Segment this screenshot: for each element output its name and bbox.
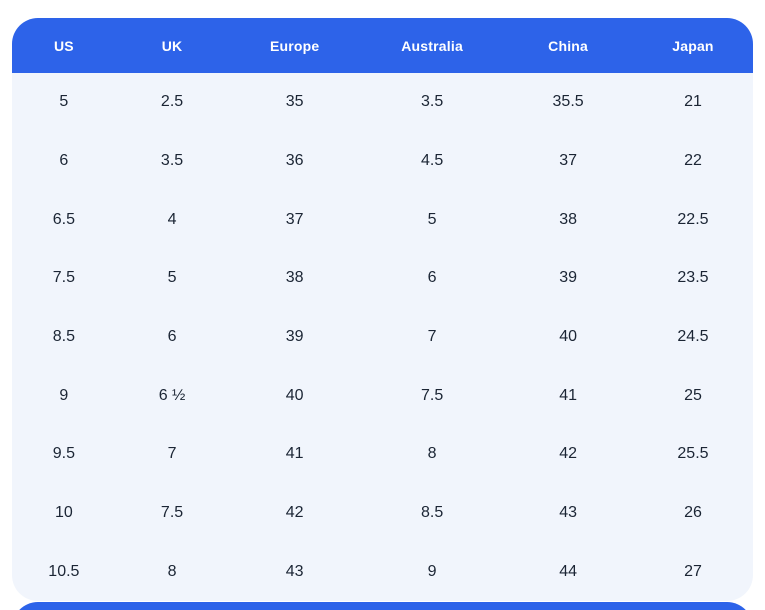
table-cell-japan: 25.5 [632, 425, 753, 484]
table-cell-uk: 6 [115, 307, 229, 367]
table-cell-china: 38 [503, 190, 633, 250]
table-row: 6 3.5 36 4.5 37 22 [12, 131, 753, 191]
table-cell-europe: 38 [228, 249, 361, 308]
column-header-australia: Australia [360, 18, 504, 73]
table-cell-japan: 22 [632, 131, 753, 191]
table-cell-uk: 5 [115, 249, 229, 308]
table-cell-japan: 25 [632, 366, 753, 426]
table-cell-japan: 27 [632, 542, 753, 602]
table-cell-australia: 7.5 [360, 366, 504, 426]
table-cell-europe: 40 [228, 366, 361, 426]
column-header-uk: UK [115, 18, 229, 73]
table-cell-us: 6.5 [12, 190, 116, 250]
table-row: 7.5 5 38 6 39 23.5 [12, 249, 753, 308]
table-cell-europe: 41 [228, 425, 361, 484]
next-section-header-bar [12, 602, 753, 610]
table-cell-australia: 8.5 [360, 483, 504, 543]
table-cell-japan: 21 [632, 73, 753, 132]
table-cell-europe: 39 [228, 307, 361, 367]
table-cell-europe: 37 [228, 190, 361, 250]
table-cell-china: 39 [503, 249, 633, 308]
table-cell-uk: 3.5 [115, 131, 229, 191]
table-cell-europe: 35 [228, 73, 361, 132]
table-row: 5 2.5 35 3.5 35.5 21 [12, 73, 753, 132]
table-cell-japan: 26 [632, 483, 753, 543]
table-cell-australia: 6 [360, 249, 504, 308]
table-cell-china: 35.5 [503, 73, 633, 132]
column-header-china: China [503, 18, 633, 73]
table-cell-us: 5 [12, 73, 116, 132]
table-cell-us: 10.5 [12, 542, 116, 602]
table-cell-australia: 4.5 [360, 131, 504, 191]
table-cell-australia: 3.5 [360, 73, 504, 132]
table-cell-china: 42 [503, 425, 633, 484]
table-cell-japan: 23.5 [632, 249, 753, 308]
column-header-europe: Europe [228, 18, 361, 73]
table-cell-us: 10 [12, 483, 116, 543]
table-cell-uk: 6 ½ [115, 366, 229, 426]
table-cell-us: 8.5 [12, 307, 116, 367]
table-body: 5 2.5 35 3.5 35.5 21 6 3.5 36 4.5 37 22 6.5 4 37 5 38 22.… [12, 73, 753, 602]
header-row: US UK Europe Australia China Japan [12, 18, 753, 73]
table-cell-us: 7.5 [12, 249, 116, 308]
table-cell-us: 9.5 [12, 425, 116, 484]
table-cell-uk: 8 [115, 542, 229, 602]
table-cell-australia: 9 [360, 542, 504, 602]
table-row: 9.5 7 41 8 42 25.5 [12, 425, 753, 484]
table-row: 8.5 6 39 7 40 24.5 [12, 307, 753, 367]
table-cell-us: 6 [12, 131, 116, 191]
table-cell-europe: 42 [228, 483, 361, 543]
table-cell-europe: 36 [228, 131, 361, 191]
table-cell-australia: 8 [360, 425, 504, 484]
size-conversion-table-card: US UK Europe Australia China Japan 5 2.5 35 3.5 3… [12, 18, 753, 602]
table-header-row: US UK Europe Australia China Japan [12, 18, 753, 73]
table-cell-uk: 4 [115, 190, 229, 250]
table-row: 6.5 4 37 5 38 22.5 [12, 190, 753, 250]
table-cell-australia: 5 [360, 190, 504, 250]
table-cell-uk: 7 [115, 425, 229, 484]
table-cell-europe: 43 [228, 542, 361, 602]
table-row: 10 7.5 42 8.5 43 26 [12, 483, 753, 543]
column-header-us: US [12, 18, 116, 73]
table-cell-china: 43 [503, 483, 633, 543]
table-cell-china: 37 [503, 131, 633, 191]
table-cell-uk: 7.5 [115, 483, 229, 543]
size-conversion-table: US UK Europe Australia China Japan 5 2.5 35 3.5 3… [12, 18, 753, 602]
table-cell-china: 40 [503, 307, 633, 367]
table-cell-uk: 2.5 [115, 73, 229, 132]
table-cell-japan: 24.5 [632, 307, 753, 367]
table-cell-china: 44 [503, 542, 633, 602]
table-row: 10.5 8 43 9 44 27 [12, 542, 753, 602]
table-cell-japan: 22.5 [632, 190, 753, 250]
column-header-japan: Japan [632, 18, 753, 73]
table-cell-china: 41 [503, 366, 633, 426]
table-cell-us: 9 [12, 366, 116, 426]
table-cell-australia: 7 [360, 307, 504, 367]
